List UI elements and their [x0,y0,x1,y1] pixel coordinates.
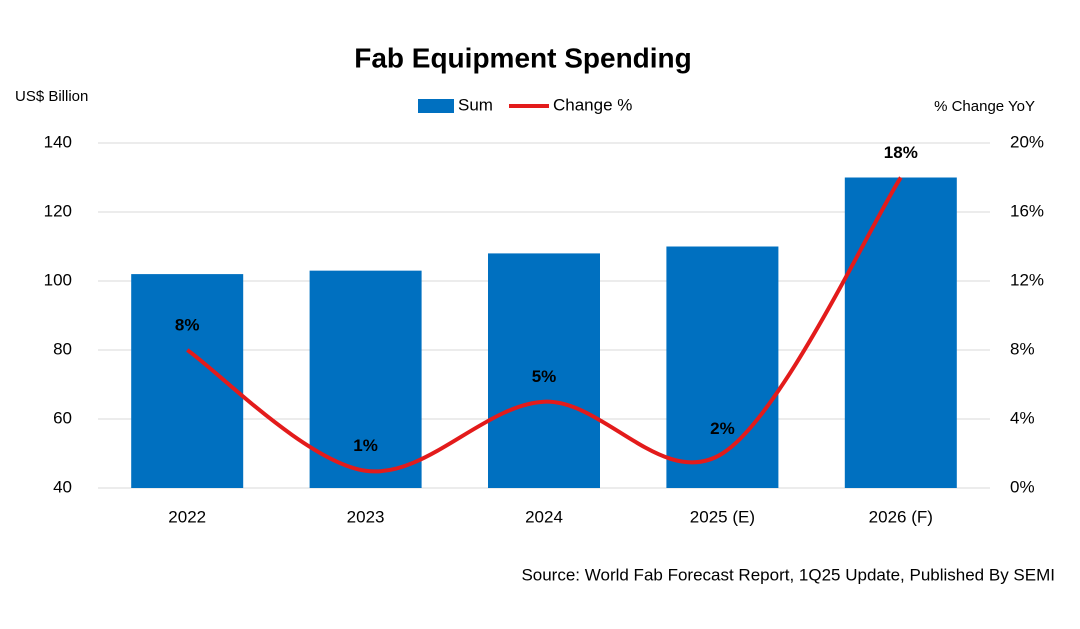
x-tick-label: 2025 (E) [690,507,755,526]
y-tick-label: 80 [53,339,72,358]
x-tick-label: 2023 [347,507,385,526]
y2-tick-label: 0% [1010,477,1035,496]
data-label: 18% [884,143,918,162]
chart-title: Fab Equipment Spending [354,42,692,73]
y2-tick-label: 16% [1010,201,1044,220]
y-axis-title: US$ Billion [15,88,88,105]
legend-label: Change % [553,95,632,114]
legend-swatch [418,99,454,113]
bar [488,253,600,488]
data-label: 1% [353,436,378,455]
source-note: Source: World Fab Forecast Report, 1Q25 … [521,565,1055,584]
bar [666,246,779,488]
y2-axis-title: % Change YoY [934,98,1035,115]
y-tick-label: 40 [53,477,72,496]
data-label: 5% [532,367,557,386]
y-tick-label: 60 [53,408,72,427]
y2-tick-label: 8% [1010,339,1035,358]
x-tick-label: 2022 [168,507,206,526]
x-tick-label: 2024 [525,507,563,526]
y-tick-label: 100 [44,270,72,289]
y2-tick-label: 4% [1010,408,1035,427]
data-label: 8% [175,315,200,334]
y2-tick-label: 20% [1010,132,1044,151]
legend-label: Sum [458,95,493,114]
y2-tick-label: 12% [1010,270,1044,289]
bar [309,270,422,488]
data-label: 2% [710,419,735,438]
y-tick-label: 140 [44,132,72,151]
y-tick-label: 120 [44,201,72,220]
line [186,176,903,474]
x-tick-label: 2026 (F) [869,507,933,526]
bar [844,177,957,488]
